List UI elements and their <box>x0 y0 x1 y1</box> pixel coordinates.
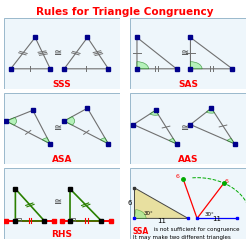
Text: 11: 11 <box>212 216 221 222</box>
Text: Rules for Triangle Congruency: Rules for Triangle Congruency <box>36 7 214 17</box>
Text: SSS: SSS <box>52 80 71 89</box>
Text: AAS: AAS <box>178 155 199 164</box>
Text: ASA: ASA <box>52 155 72 164</box>
Polygon shape <box>134 188 188 218</box>
Text: ≅: ≅ <box>180 123 189 133</box>
Wedge shape <box>190 62 202 69</box>
FancyBboxPatch shape <box>4 168 120 239</box>
Text: is not sufficient for congruence: is not sufficient for congruence <box>152 227 240 232</box>
Text: 11: 11 <box>157 218 166 224</box>
Text: ≅: ≅ <box>54 48 62 58</box>
Wedge shape <box>227 138 235 144</box>
Text: 30°: 30° <box>204 212 214 217</box>
Wedge shape <box>42 138 50 144</box>
Text: 6: 6 <box>128 200 132 206</box>
Wedge shape <box>169 138 176 144</box>
Text: 30°: 30° <box>144 211 153 216</box>
Text: 6: 6 <box>225 179 229 184</box>
Text: RHS: RHS <box>52 230 72 239</box>
FancyBboxPatch shape <box>130 92 246 164</box>
FancyBboxPatch shape <box>4 18 120 89</box>
Text: 6: 6 <box>176 174 180 180</box>
Wedge shape <box>150 110 158 115</box>
Text: ≅: ≅ <box>54 123 62 133</box>
Text: SSA: SSA <box>133 227 149 236</box>
Wedge shape <box>206 108 214 113</box>
FancyBboxPatch shape <box>4 92 120 164</box>
Text: ≅: ≅ <box>180 48 189 58</box>
Wedge shape <box>137 62 148 69</box>
Text: It may make two different triangles: It may make two different triangles <box>133 235 230 240</box>
Wedge shape <box>64 117 75 125</box>
Wedge shape <box>134 210 146 218</box>
Text: SAS: SAS <box>178 80 198 89</box>
FancyBboxPatch shape <box>130 168 246 239</box>
FancyBboxPatch shape <box>130 18 246 89</box>
Text: ≅: ≅ <box>54 197 62 207</box>
Wedge shape <box>6 118 16 125</box>
Wedge shape <box>100 138 108 144</box>
